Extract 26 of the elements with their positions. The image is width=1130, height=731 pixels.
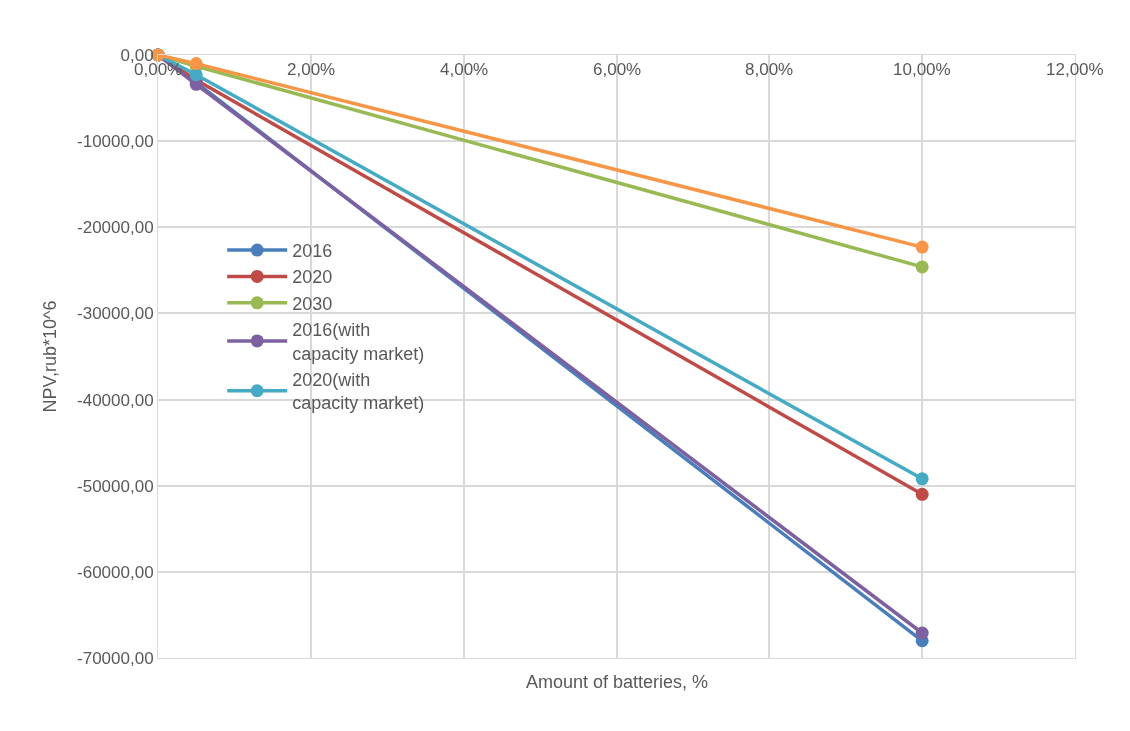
point	[915, 626, 929, 640]
legend-label: 2030	[292, 293, 333, 314]
x-tick-label: 12,00%	[1046, 60, 1104, 79]
y-tick-label: -30000,00	[77, 304, 154, 324]
y-tick-label: -60000,00	[77, 562, 154, 582]
point	[915, 240, 929, 254]
y-tick-label: -40000,00	[77, 390, 154, 410]
x-tick-label: 4,00%	[440, 60, 489, 79]
y-tick-label: -20000,00	[77, 218, 154, 238]
x-tick-label: 6,00%	[593, 60, 642, 79]
y-tick-label: -50000,00	[77, 476, 154, 496]
point	[189, 68, 203, 82]
x-tick-label: 2,00%	[287, 60, 336, 79]
legend-label: 2020	[292, 267, 333, 288]
y-tick-label: -70000,00	[77, 648, 154, 668]
point	[915, 487, 929, 501]
point	[915, 472, 929, 486]
legend-label: 2016(with capacity market)	[292, 320, 425, 364]
legend-label: 2016	[292, 241, 333, 262]
legend-label: 2020(with capacity market)	[292, 370, 425, 414]
point	[915, 260, 929, 274]
y-axis-title: NPV,rub*10^6	[40, 300, 61, 413]
x-axis-title: Amount of batteries, %	[526, 672, 709, 692]
y-tick-label: -10000,00	[77, 132, 154, 152]
x-tick-label: 10,00%	[893, 60, 951, 79]
x-tick-label: 8,00%	[745, 60, 794, 79]
